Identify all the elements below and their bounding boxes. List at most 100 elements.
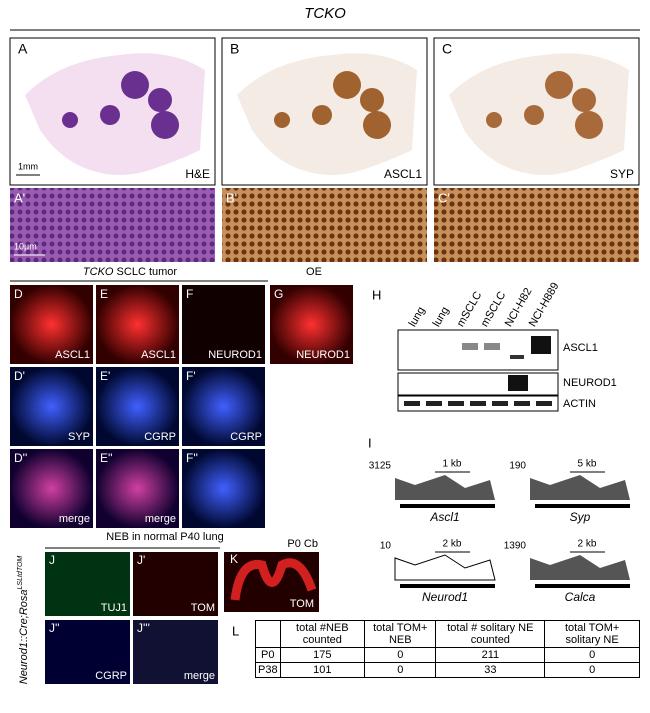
- header-cell: total # solitary NE counted: [435, 620, 546, 648]
- panel-letter: F: [186, 287, 193, 301]
- panel-letter: B': [226, 190, 237, 205]
- fluorescence-image: [182, 367, 265, 446]
- panel-letter: E'': [100, 451, 113, 465]
- stain-label: ASCL1: [55, 349, 90, 361]
- panel-k: K P0 Cb TOM: [224, 538, 319, 612]
- micrograph: [434, 188, 639, 262]
- header-cell: [255, 620, 281, 648]
- table-cell: 101: [279, 662, 366, 678]
- panel-letter: F': [186, 369, 196, 383]
- stain-label: NEUROD1: [296, 349, 350, 361]
- panel-letter: J': [137, 553, 145, 567]
- coverage: [530, 475, 630, 500]
- stain-label: H&E: [185, 167, 210, 181]
- section-header: TCKO SCLC tumor: [83, 266, 177, 278]
- fluorescence-image: [45, 620, 130, 684]
- table-cell: 0: [364, 662, 437, 678]
- coverage: [530, 555, 630, 580]
- fluorescence-image: [133, 552, 218, 616]
- side-label: Neurod1::Cre;RosaLSLtdTOM: [17, 556, 30, 685]
- panel-b: B ASCL1: [221, 37, 428, 186]
- header-cell: total #NEB counted: [279, 620, 366, 648]
- gene-model: [535, 584, 630, 588]
- fluorescence-image: [96, 449, 179, 528]
- if-grid: D ASCL1 E ASCL1 F NEUROD1 G NEUROD1 D' SYP E' CGRP F…: [10, 285, 353, 528]
- table-cell: 0: [364, 647, 437, 663]
- stain-label: CGRP: [95, 670, 127, 682]
- panel-a: A 1mm H&E: [9, 37, 216, 186]
- scale-label: 1 kb: [443, 459, 462, 470]
- oe-label: OE: [306, 266, 322, 278]
- panel-letter: E: [100, 287, 108, 301]
- panel-letter: D: [14, 287, 23, 301]
- gene-name: Ascl1: [429, 510, 459, 524]
- coverage: [395, 475, 495, 500]
- stain-label: SYP: [610, 167, 634, 181]
- stain-label: merge: [184, 670, 215, 682]
- stain-label: TOM: [290, 598, 314, 610]
- table-cell: 0: [544, 647, 640, 663]
- scale-label: 2 kb: [443, 539, 462, 550]
- scale-label: 10μm: [14, 241, 37, 251]
- header-cell: total TOM+ NEB: [364, 620, 437, 648]
- micrograph: [222, 188, 427, 262]
- table-row: P38 101 0 33 0: [255, 662, 640, 678]
- gene-name: Calca: [565, 590, 596, 604]
- table-cell: 0: [544, 662, 640, 678]
- scale-label: 5 kb: [578, 459, 597, 470]
- micrograph: [10, 188, 215, 262]
- panel-letter: C': [438, 190, 450, 205]
- genome-tracks: 3125 1 kb Ascl1 190 5 kb Syp 10 2 kb Neurod1 1390…: [369, 459, 630, 604]
- gene-model: [400, 504, 495, 508]
- stain-label: TUJ1: [101, 602, 127, 614]
- scale-label: 1mm: [18, 161, 38, 171]
- panel-letter: F'': [186, 451, 198, 465]
- panel-letter: A': [14, 190, 25, 205]
- stain-label: CGRP: [144, 431, 176, 443]
- fluorescence-image: [133, 620, 218, 684]
- stain-label: TOM: [191, 602, 215, 614]
- figure-title: TCKO: [304, 5, 346, 22]
- gene-name: Syp: [570, 510, 591, 524]
- gene-name: Neurod1: [422, 590, 468, 604]
- fluorescence-image: [96, 285, 179, 364]
- section-header: NEB in normal P40 lung: [106, 531, 223, 543]
- lane-label: lung: [407, 305, 428, 329]
- scale-label: 2 kb: [578, 539, 597, 550]
- panel-letter: L: [232, 623, 239, 638]
- panel-top-label: P0 Cb: [287, 538, 318, 550]
- stain-label: merge: [145, 513, 176, 525]
- coverage: [394, 554, 496, 581]
- track-max: 3125: [369, 461, 392, 472]
- panel-letter: C: [442, 41, 452, 57]
- fluorescence-image: [270, 285, 353, 364]
- fluorescence-image: [182, 449, 265, 528]
- fluorescence-image: [96, 367, 179, 446]
- table-cell: P0: [255, 647, 281, 663]
- panel-letter: J: [49, 553, 55, 567]
- panel-letter: G: [274, 287, 283, 301]
- stain-label: ASCL1: [141, 349, 176, 361]
- header-row: total #NEB counted total TOM+ NEB total # …: [255, 620, 640, 648]
- header-cell: total TOM+ solitary NE: [544, 620, 640, 648]
- stain-label: CGRP: [230, 431, 262, 443]
- fluorescence-image: [45, 552, 130, 616]
- panel-letter: B: [230, 41, 239, 57]
- stain-label: ASCL1: [384, 167, 422, 181]
- track-max: 190: [509, 461, 526, 472]
- panel-letter: K: [230, 552, 238, 566]
- stain-label: SYP: [68, 431, 90, 443]
- fluorescence-image: [182, 285, 265, 364]
- track-max: 1390: [504, 541, 527, 552]
- stain-label: merge: [59, 513, 90, 525]
- fluorescence-image: [10, 449, 93, 528]
- band-label: ACTIN: [563, 398, 596, 410]
- band-label: ASCL1: [563, 342, 598, 354]
- panel-letter: A: [18, 41, 28, 57]
- fluorescence-image: [10, 367, 93, 446]
- gene-model: [400, 584, 495, 588]
- track-max: 10: [380, 541, 392, 552]
